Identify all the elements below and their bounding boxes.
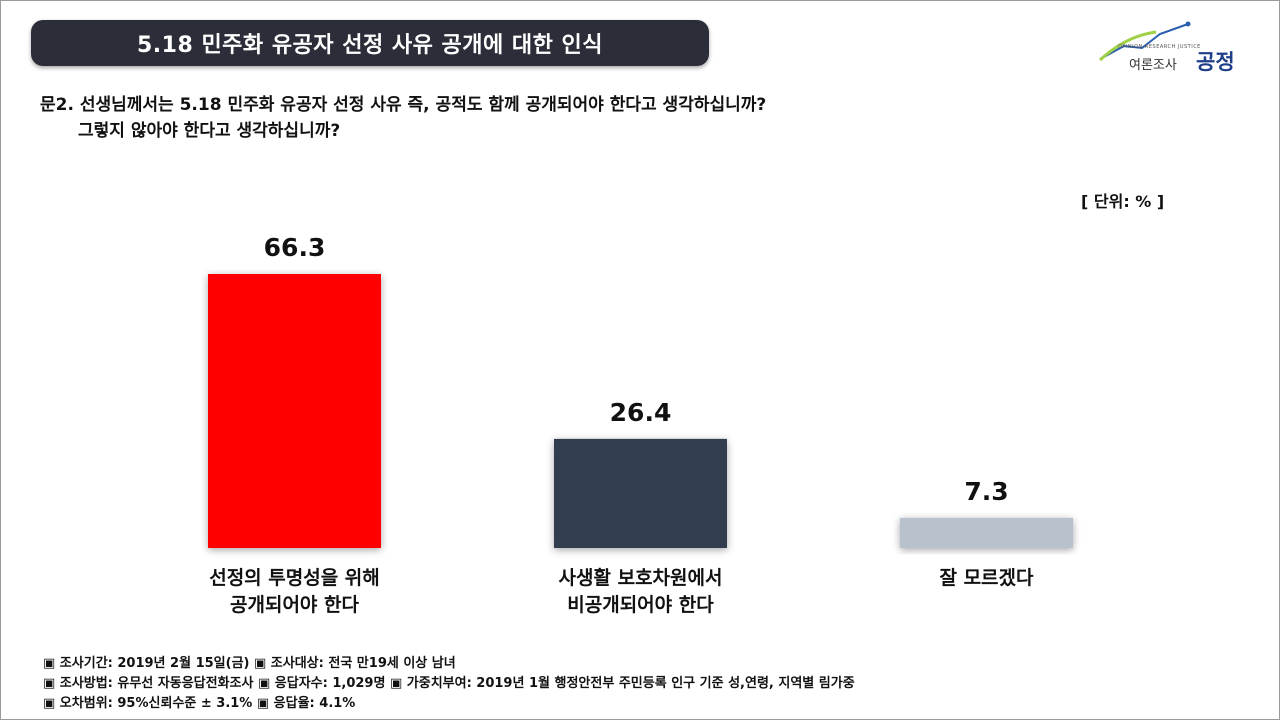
title-bar: 5.18 민주화 유공자 선정 사유 공개에 대한 인식 bbox=[31, 20, 709, 66]
value-label-1: 66.3 bbox=[264, 233, 326, 262]
brand-logo: OPINION RESEARCH JUSTICE 여론조사 공정 bbox=[1096, 18, 1256, 74]
value-label-3: 7.3 bbox=[964, 477, 1008, 506]
value-label-2: 26.4 bbox=[610, 398, 672, 427]
survey-footer: ▣ 조사기간: 2019년 2월 15일(금) ▣ 조사대상: 전국 만19세 … bbox=[43, 654, 855, 714]
logo-tagline: OPINION RESEARCH JUSTICE bbox=[1118, 44, 1201, 50]
logo-graph-icon bbox=[1098, 21, 1191, 62]
question-line-2: 그렇지 않아야 한다고 생각하십니까? bbox=[78, 121, 341, 141]
footer-line-3: ▣ 오차범위: 95%신뢰수준 ± 3.1% ▣ 응답율: 4.1% bbox=[43, 696, 356, 711]
question-text: 문2. 선생님께서는 5.18 민주화 유공자 선정 사유 즉, 공적도 함께 … bbox=[40, 92, 766, 144]
category-label-2-line-2: 비공개되어야 한다 bbox=[567, 594, 714, 616]
bar-3 bbox=[900, 517, 1073, 548]
question-line-1: 문2. 선생님께서는 5.18 민주화 유공자 선정 사유 즉, 공적도 함께 … bbox=[40, 95, 767, 115]
category-label-3-line-1: 잘 모르겠다 bbox=[939, 567, 1034, 589]
logo-text-left: 여론조사 bbox=[1129, 58, 1177, 73]
logo-text-right: 공정 bbox=[1196, 50, 1235, 74]
category-label-2-line-1: 사생활 보호차원에서 bbox=[559, 567, 723, 589]
footer-line-1: ▣ 조사기간: 2019년 2월 15일(금) ▣ 조사대상: 전국 만19세 … bbox=[43, 656, 456, 671]
bar-1 bbox=[208, 274, 381, 548]
bar-2 bbox=[554, 438, 727, 548]
unit-label: [ 단위: % ] bbox=[1081, 192, 1165, 211]
footer-line-2: ▣ 조사방법: 유무선 자동응답전화조사 ▣ 응답자수: 1,029명 ▣ 가중… bbox=[43, 676, 855, 691]
page-title: 5.18 민주화 유공자 선정 사유 공개에 대한 인식 bbox=[137, 33, 603, 58]
category-label-1-line-2: 공개되어야 한다 bbox=[230, 594, 359, 616]
category-label-1-line-1: 선정의 투명성을 위해 bbox=[209, 567, 380, 589]
